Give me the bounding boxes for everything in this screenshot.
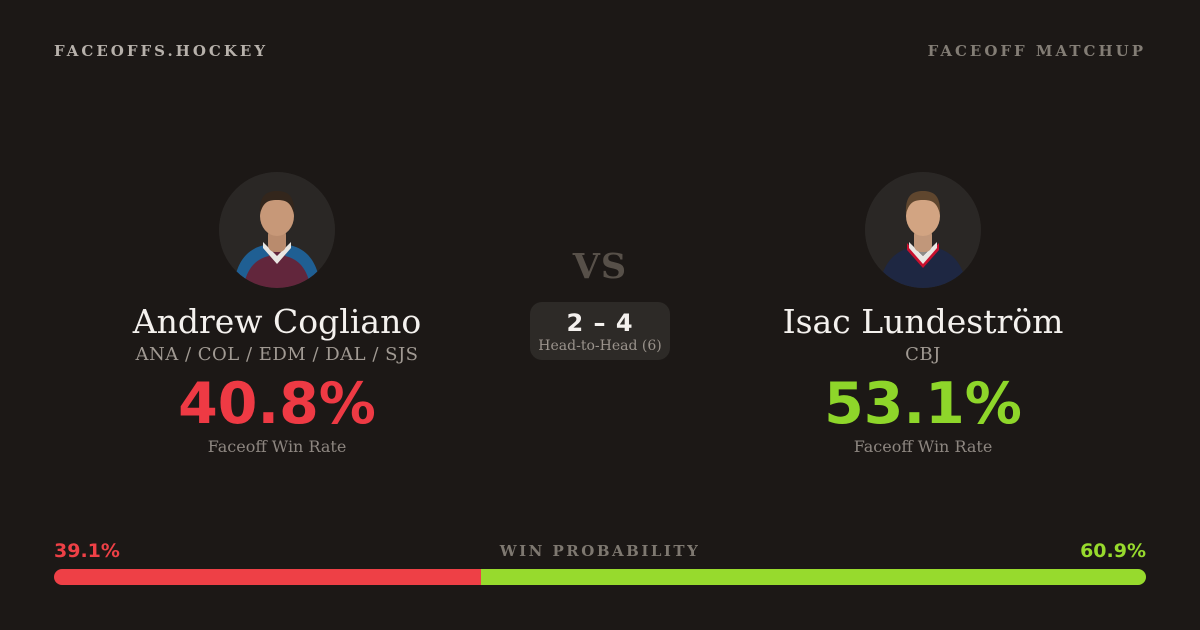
head-to-head-label: Head-to-Head (6): [538, 338, 662, 354]
player-photo-icon: [865, 172, 981, 288]
faceoff-win-rate-value: 40.8%: [178, 371, 376, 437]
win-probability-right-value: 60.9%: [1080, 540, 1146, 562]
win-probability-left-value: 39.1%: [54, 540, 120, 562]
faceoff-win-rate-label: Faceoff Win Rate: [853, 437, 993, 456]
win-probability-title: WIN PROBABILITY: [499, 542, 701, 560]
head-to-head-box: 2 – 4 Head-to-Head (6): [530, 302, 670, 360]
player-teams: CBJ: [905, 344, 941, 365]
player-name: Andrew Cogliano: [132, 302, 422, 341]
vs-label: VS: [572, 246, 628, 287]
player-photo-icon: [219, 172, 335, 288]
win-probability-bar-left-segment: [54, 569, 481, 585]
head-to-head-score: 2 – 4: [566, 309, 634, 337]
player-card-right: Isac Lundeström CBJ 53.1% Faceoff Win Ra…: [693, 172, 1153, 457]
player-name: Isac Lundeström: [782, 302, 1064, 341]
card-type-label: FACEOFF MATCHUP: [927, 42, 1146, 60]
faceoff-win-rate-value: 53.1%: [824, 371, 1022, 437]
win-probability-bar: [54, 569, 1146, 585]
win-probability-row: 39.1% WIN PROBABILITY 60.9%: [54, 540, 1146, 562]
player-avatar-lundestrom: [865, 172, 981, 288]
faceoff-win-rate-label: Faceoff Win Rate: [207, 437, 347, 456]
player-card-left: Andrew Cogliano ANA / COL / EDM / DAL / …: [47, 172, 507, 457]
site-brand: FACEOFFS.HOCKEY: [54, 42, 269, 60]
win-probability-bar-right-segment: [480, 569, 1146, 585]
player-avatar-cogliano: [219, 172, 335, 288]
player-teams: ANA / COL / EDM / DAL / SJS: [135, 344, 419, 365]
